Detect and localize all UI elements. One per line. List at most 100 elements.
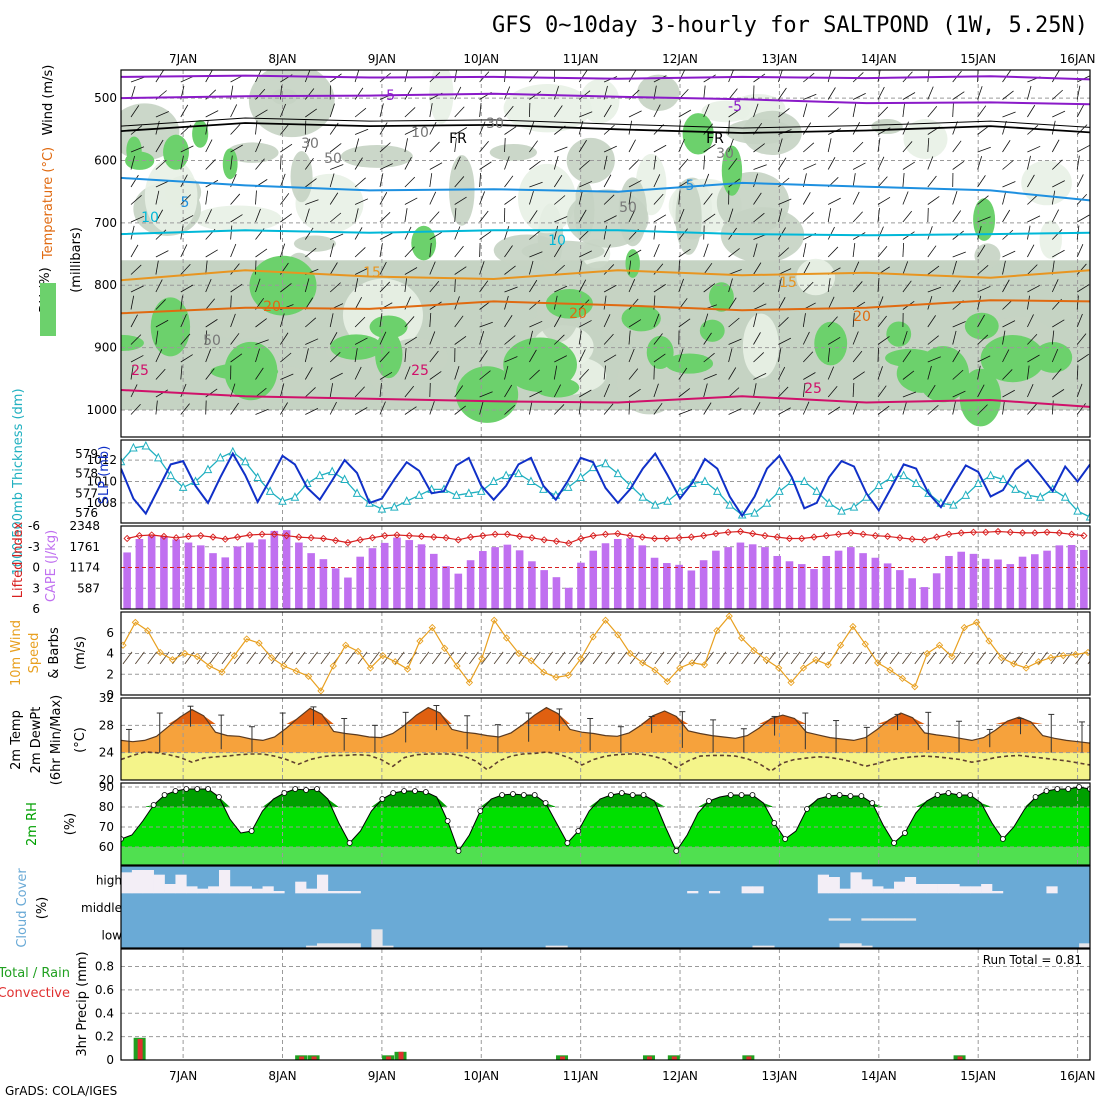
cloud-bar-high (687, 891, 699, 894)
wind-barb (578, 160, 591, 170)
wind-barb (180, 215, 194, 223)
cape-bar (282, 530, 291, 609)
wind-barb (653, 214, 667, 223)
thickness-point (576, 472, 585, 482)
wind-barb (603, 155, 608, 170)
wind-barb (479, 350, 488, 363)
lifted-index-point (344, 538, 352, 547)
wind-barb (354, 268, 368, 275)
wind-barb (603, 145, 617, 153)
wind-speed-point (478, 655, 486, 663)
surface-wind-barb (1025, 651, 1036, 665)
wind-speed-point (280, 662, 288, 670)
lifted-index-point (368, 534, 377, 542)
wind-barb (1002, 330, 1006, 345)
wind-barb (329, 262, 338, 275)
lifted-index-point (957, 529, 965, 537)
thickness-point (290, 492, 300, 501)
lifted-index-point (503, 530, 512, 538)
wind-barb (354, 128, 369, 135)
wind-barb (703, 193, 713, 205)
lifted-index-point (540, 536, 548, 544)
lifted-index-point (810, 533, 818, 541)
wind-barb (305, 338, 319, 345)
wind-barb (653, 144, 667, 153)
wind-barb (678, 208, 685, 223)
wind-barb (1051, 139, 1060, 153)
panel-frame (120, 865, 1091, 949)
wind-barb (330, 372, 343, 380)
wind-speed-point (1084, 648, 1090, 657)
cape-bar (613, 539, 622, 609)
lifted-index-point (516, 532, 524, 541)
wind-barb (255, 158, 265, 170)
wind-speed-point (614, 631, 622, 639)
dewpoint-band (121, 752, 1090, 780)
y-tick-label: 577 (75, 486, 98, 500)
cloud-bar-high (197, 888, 209, 894)
day-label-bottom: 7JAN (169, 1069, 197, 1083)
wind-barb (827, 87, 836, 100)
cape-bar (356, 556, 364, 609)
wind-barb (877, 156, 885, 170)
wind-barb (603, 284, 617, 293)
thickness-point (973, 478, 983, 487)
wind-barb (280, 352, 292, 363)
chart-title: GFS 0~10day 3-hourly for SALTPOND (1W, 5… (492, 13, 1088, 38)
wind-barb (479, 400, 484, 415)
wind-barb (180, 295, 183, 310)
cape-bar (564, 587, 573, 609)
isotherm-line (121, 92, 1090, 106)
wind-barb (1027, 215, 1041, 223)
wind-barb (603, 383, 610, 398)
wind-barb (1076, 365, 1079, 380)
wind-barb (1051, 279, 1059, 293)
wind-barb (155, 180, 169, 188)
wind-barb (155, 260, 159, 275)
wind-barb (1051, 70, 1060, 83)
wind-barb (753, 401, 761, 415)
lifted-index-point (871, 532, 879, 540)
wind-barb (753, 173, 758, 188)
surface-wind-barb (295, 651, 306, 665)
y-tick-label: 60 (99, 840, 114, 854)
rh-moist-blob-upper (163, 134, 189, 170)
wind-barb (778, 247, 790, 258)
wind-speed-point (540, 668, 548, 676)
day-labels-top: 7JAN 8JAN 9JAN 10JAN 11JAN 12JAN 13JAN 14JAN 15J… (169, 52, 1095, 66)
cape-bar (1055, 545, 1064, 609)
cloud-bar-low (371, 929, 383, 948)
wind-barb (180, 403, 190, 415)
wind-speed-point (688, 659, 696, 667)
wind-barb (678, 228, 688, 240)
wind-barb (504, 315, 513, 328)
surface-wind-barb (790, 651, 801, 665)
wind-speed-point (911, 683, 919, 691)
contour-label: 15 (363, 265, 381, 281)
wind-barb (628, 180, 642, 188)
cloud-bar-high (186, 886, 198, 894)
wind-barb (354, 337, 368, 345)
wind-barb (952, 191, 958, 205)
wind-barb (553, 175, 563, 188)
surface-wind-barb (580, 651, 591, 665)
wind-barb (404, 348, 407, 363)
rh-point (510, 791, 516, 797)
rh-point (477, 808, 484, 814)
wind-barb (703, 313, 709, 328)
surface-wind-barb (159, 651, 170, 665)
wind-barb (155, 190, 160, 205)
surface-wind-barb (902, 651, 912, 665)
wind-barb (529, 320, 543, 328)
contour-label: FR (449, 131, 467, 147)
cloud-bar-high (741, 886, 753, 894)
cloud-level-labels: high middle low (81, 874, 122, 943)
wind-barb (778, 198, 792, 205)
wind-barb (628, 279, 636, 293)
wind-barb (554, 355, 567, 363)
y-tick-label: 1000 (86, 403, 117, 417)
thickness-point (775, 486, 784, 495)
wind-barb (504, 265, 516, 275)
wind-barb (728, 408, 742, 415)
